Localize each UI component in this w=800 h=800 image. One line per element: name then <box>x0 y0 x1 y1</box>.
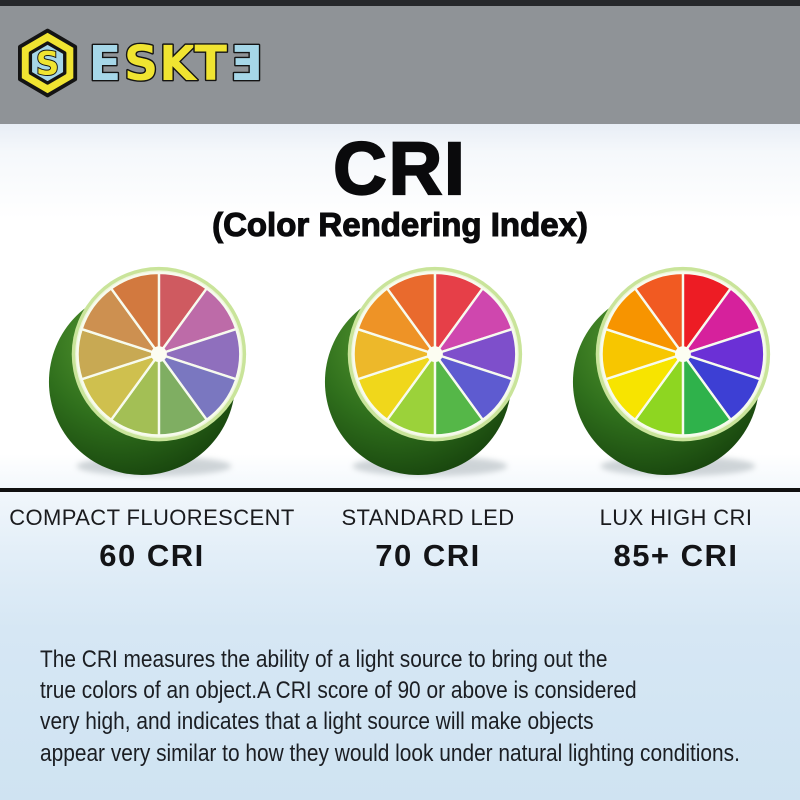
description-line: true colors of an object.A CRI score of … <box>40 677 637 705</box>
svg-text:Ǝ: Ǝ <box>230 37 263 92</box>
bulb-type-name: COMPACT FLUORESCENT <box>9 505 295 530</box>
cri-value: 60 CRI <box>99 538 205 573</box>
bulb-type-name: LUX HIGH CRI <box>599 505 753 530</box>
svg-text:S: S <box>36 44 59 82</box>
banner-top-edge <box>0 0 800 6</box>
description-line: The CRI measures the ability of a light … <box>40 646 608 673</box>
cri-description: The CRI measures the ability of a light … <box>40 644 799 769</box>
description-line: very high, and indicates that a light so… <box>40 708 594 736</box>
label-lux-high-cri: LUX HIGH CRI 85+ CRI <box>600 504 753 572</box>
cri-value: 85+ CRI <box>613 538 739 573</box>
cri-value: 70 CRI <box>375 538 481 573</box>
horizontal-divider <box>0 488 800 492</box>
svg-text:S: S <box>124 37 158 92</box>
lime-color-wheel-70cri <box>319 256 537 482</box>
svg-text:T: T <box>194 37 227 92</box>
svg-text:E: E <box>89 37 122 92</box>
description-line: appear very similar to how they would lo… <box>40 739 740 767</box>
lime-comparison-row <box>0 256 800 482</box>
brand-hexagon-icon: S E S KT Ǝ <box>18 28 264 98</box>
label-standard-led: STANDARD LED 70 CRI <box>341 504 514 572</box>
lime-color-wheel-60cri <box>43 256 261 482</box>
main-content: CRI (Color Rendering Index) <box>0 124 800 800</box>
page-subtitle: (Color Rendering Index) <box>212 206 589 243</box>
bulb-type-name: STANDARD LED <box>341 505 515 530</box>
svg-text:K: K <box>159 37 198 92</box>
labels-row: COMPACT FLUORESCENT 60 CRI STANDARD LED … <box>0 492 800 572</box>
label-compact-fluorescent: COMPACT FLUORESCENT 60 CRI <box>9 504 294 572</box>
page-title: CRI <box>332 127 467 210</box>
lime-color-wheel-85cri <box>567 256 785 482</box>
